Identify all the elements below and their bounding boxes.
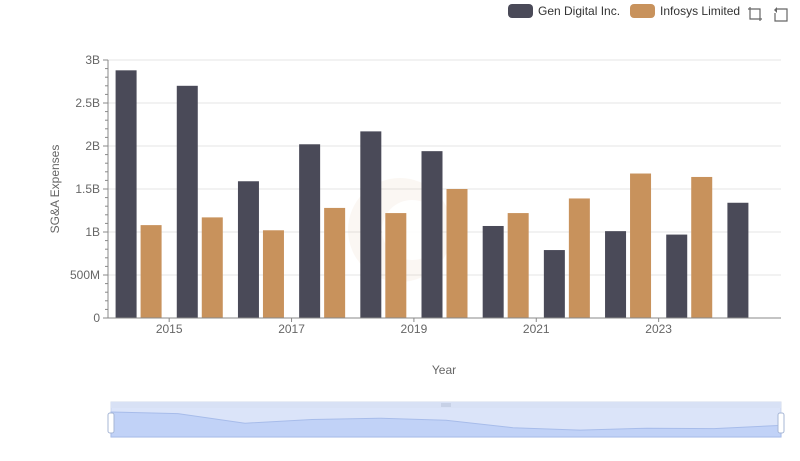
zoom-handle-left[interactable]	[107, 412, 115, 434]
bars	[115, 70, 749, 318]
y-axis-label: SG&A Expenses	[48, 145, 62, 234]
y-tick-label: 3B	[85, 53, 100, 67]
legend-item-infosys[interactable]: Infosys Limited	[630, 4, 740, 18]
y-tick-label: 2B	[85, 139, 100, 153]
bar-gen-digital-2018[interactable]	[360, 131, 382, 318]
bar-gen-digital-2022[interactable]	[605, 231, 627, 318]
y-tick-label: 2.5B	[75, 96, 100, 110]
y-tick-label: 1B	[85, 225, 100, 239]
x-tick-label: 2015	[156, 322, 183, 336]
zoom-handle-right[interactable]	[777, 412, 785, 434]
bar-infosys-2022[interactable]	[630, 173, 652, 318]
restore-icon[interactable]	[773, 6, 789, 22]
bar-gen-digital-2024[interactable]	[727, 202, 749, 318]
zoom-drag-handle[interactable]	[441, 403, 451, 407]
bar-gen-digital-2020[interactable]	[482, 225, 504, 318]
bar-infosys-2017[interactable]	[324, 207, 346, 318]
bar-gen-digital-2019[interactable]	[421, 151, 443, 318]
zoom-preview-area	[110, 411, 782, 438]
legend-swatch-infosys	[630, 4, 656, 18]
toolbox	[747, 6, 799, 22]
legend-label-gen-digital: Gen Digital Inc.	[538, 4, 621, 18]
bar-infosys-2023[interactable]	[691, 176, 713, 318]
x-tick-label: 2019	[401, 322, 428, 336]
bar-gen-digital-2023[interactable]	[666, 234, 688, 318]
y-tick-label: 0	[93, 311, 100, 325]
legend-label-infosys: Infosys Limited	[660, 4, 741, 18]
bar-gen-digital-2021[interactable]	[543, 250, 565, 318]
bar-infosys-2020[interactable]	[507, 213, 529, 318]
y-tick-label: 1.5B	[75, 182, 100, 196]
legend-item-gen-digital[interactable]: Gen Digital Inc.	[508, 4, 620, 18]
bar-gen-digital-2016[interactable]	[237, 181, 259, 318]
bar-gen-digital-2015[interactable]	[176, 85, 198, 318]
y-tick-label: 500M	[70, 268, 100, 282]
bar-infosys-2016[interactable]	[262, 230, 284, 318]
x-tick-label: 2021	[523, 322, 550, 336]
x-axis-label: Year	[432, 363, 456, 377]
bar-infosys-2021[interactable]	[568, 198, 590, 318]
x-tick-label: 2023	[645, 322, 672, 336]
bar-gen-digital-2017[interactable]	[299, 144, 321, 318]
data-zoom-slider[interactable]	[107, 401, 785, 438]
bar-infosys-2018[interactable]	[385, 213, 407, 318]
axes: 0 500M 1B 1.5B 2B 2.5B 3B 2015 2017 2019 2021 2023	[70, 53, 781, 336]
bar-infosys-2015[interactable]	[201, 217, 223, 318]
bar-infosys-2019[interactable]	[446, 189, 468, 318]
legend: Gen Digital Inc. Infosys Limited	[508, 4, 750, 18]
zoom-icon[interactable]	[747, 6, 763, 22]
legend-swatch-gen-digital	[508, 4, 533, 18]
bar-gen-digital-2014[interactable]	[115, 70, 137, 318]
bar-infosys-2014[interactable]	[140, 225, 162, 318]
x-tick-label: 2017	[278, 322, 305, 336]
